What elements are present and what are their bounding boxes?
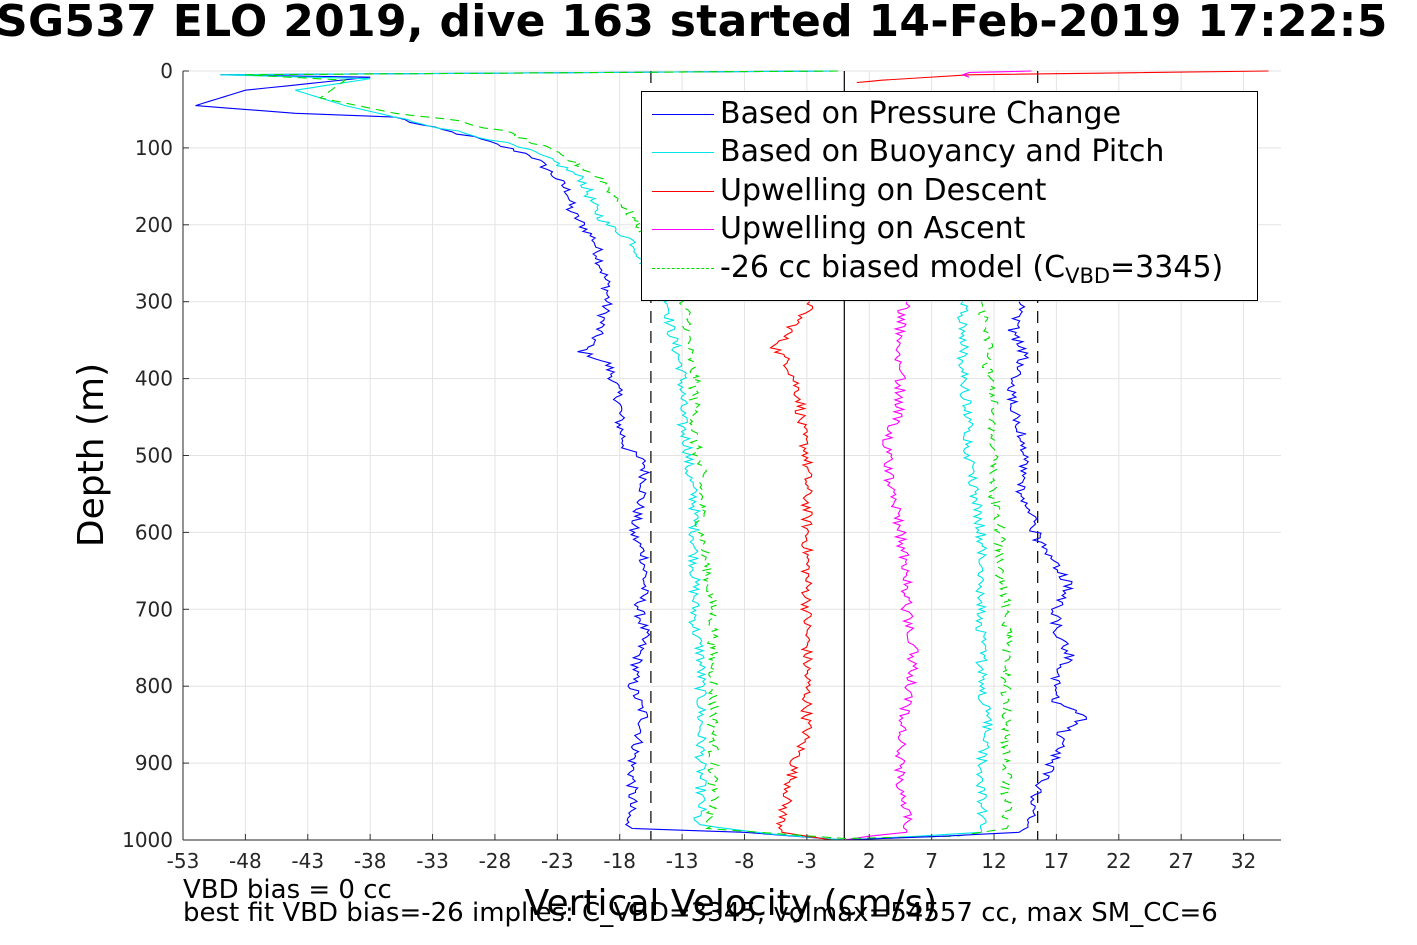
- x-tick-label: -18: [603, 849, 636, 873]
- series-line-upwelling-on-descent: [769, 301, 832, 841]
- y-tick-label: 0: [160, 59, 173, 83]
- x-tick-label: 32: [1231, 849, 1256, 873]
- legend-item-upwelling-ascent: Upwelling on Ascent: [642, 210, 1257, 248]
- y-tick-label: 1000: [122, 828, 173, 852]
- legend-swatch-pressure: [652, 114, 714, 115]
- x-tick-label: 27: [1168, 849, 1193, 873]
- series-line-based-on-pressure-change: [195, 70, 845, 841]
- series-line-upwelling-on-ascent: [844, 301, 919, 841]
- y-tick-label: 400: [135, 367, 173, 391]
- best-fit-text: best fit VBD bias=-26 implies: C_VBD=334…: [183, 898, 1218, 928]
- legend-item-upwelling-descent: Upwelling on Descent: [642, 172, 1257, 210]
- series-line-ascent-near-surface-top: [856, 70, 1269, 84]
- legend-label-pressure: Based on Pressure Change: [720, 96, 1122, 131]
- legend-item-pressure: Based on Pressure Change: [642, 95, 1257, 133]
- legend-label-buoyancy: Based on Buoyancy and Pitch: [720, 134, 1165, 169]
- x-tick-label: -23: [541, 849, 574, 873]
- x-tick-label: -3: [797, 849, 817, 873]
- x-axis-label: Vertical Velocity (cm/s): [525, 883, 938, 924]
- y-tick-label: 800: [135, 674, 173, 698]
- x-tick-label: -48: [229, 849, 262, 873]
- x-tick-label: -33: [416, 849, 449, 873]
- series-line-ascent-near-surface-top-magenta: [961, 70, 1032, 78]
- legend-label-biased-model: -26 cc biased model (CVBD=3345): [720, 250, 1224, 288]
- legend: Based on Pressure Change Based on Buoyan…: [641, 91, 1258, 301]
- y-tick-label: 600: [135, 520, 173, 544]
- x-tick-label: 2: [863, 849, 876, 873]
- y-tick-label: 200: [135, 213, 173, 237]
- x-tick-label: -8: [735, 849, 755, 873]
- legend-item-buoyancy: Based on Buoyancy and Pitch: [642, 133, 1257, 171]
- chart-title: SG537 ELO 2019, dive 163 started 14-Feb-…: [0, 0, 1388, 47]
- tick-labels: -53 -48 -43 -38 -33 -28 -23 -18 -13 -8 -3 2 7 12 17 22 2…: [122, 59, 1256, 873]
- x-tick-label: 7: [925, 849, 938, 873]
- y-tick-label: 900: [135, 751, 173, 775]
- y-tick-label: 300: [135, 290, 173, 314]
- legend-swatch-biased-model: [652, 268, 714, 269]
- x-tick-label: -43: [291, 849, 324, 873]
- y-tick-label: 100: [135, 136, 173, 160]
- x-tick-label: 12: [981, 849, 1006, 873]
- x-tick-label: -13: [666, 849, 699, 873]
- x-tick-label: -28: [479, 849, 512, 873]
- x-tick-label: 22: [1106, 849, 1131, 873]
- legend-swatch-upwelling-ascent: [652, 229, 714, 230]
- series-line-based-on-pressure-change-ascent: [844, 301, 1088, 841]
- legend-label-upwelling-descent: Upwelling on Descent: [720, 173, 1047, 208]
- vbd-bias-text: VBD bias = 0 cc: [183, 875, 392, 905]
- y-axis-label: Depth (m): [71, 363, 112, 547]
- y-tick-label: 700: [135, 597, 173, 621]
- legend-swatch-upwelling-descent: [652, 191, 714, 192]
- x-tick-label: -53: [167, 849, 200, 873]
- y-tick-label: 500: [135, 444, 173, 468]
- legend-label-upwelling-ascent: Upwelling on Ascent: [720, 211, 1026, 246]
- legend-swatch-buoyancy: [652, 152, 714, 153]
- legend-item-biased-model: -26 cc biased model (CVBD=3345): [642, 249, 1257, 287]
- x-tick-label: -38: [354, 849, 387, 873]
- x-tick-label: 17: [1044, 849, 1069, 873]
- axes-layer: [182, 70, 1281, 841]
